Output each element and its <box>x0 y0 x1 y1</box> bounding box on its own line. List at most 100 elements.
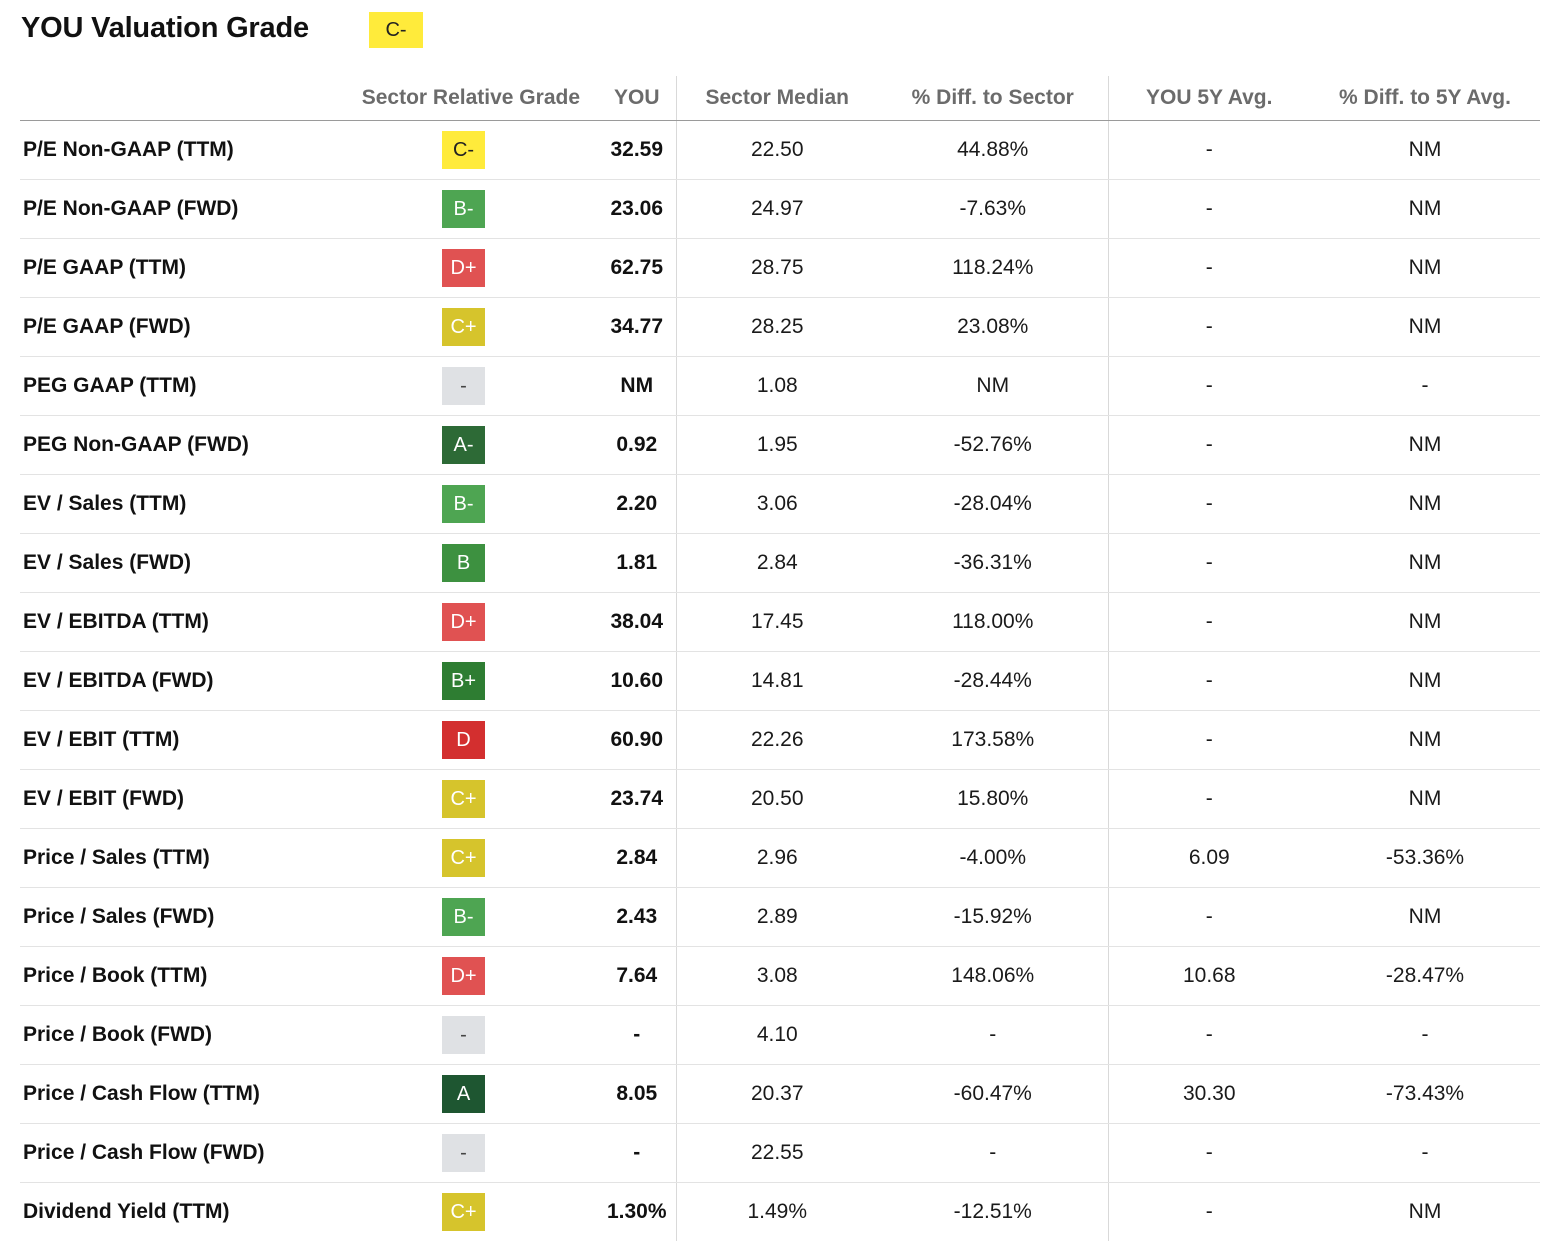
valuation-table: Sector Relative Grade YOU Sector Median … <box>20 76 1540 1241</box>
table-body: P/E Non-GAAP (TTM) C- 32.59 22.50 44.88% - NM P… <box>20 120 1540 1242</box>
sector-median-cell: 17.45 <box>676 592 878 652</box>
you-value-cell: 1.30% <box>598 1182 677 1241</box>
you-value-cell: 38.04 <box>598 592 677 652</box>
header-row: Sector Relative Grade YOU Sector Median … <box>20 76 1540 121</box>
you-value-cell: 60.90 <box>598 710 677 770</box>
grade-cell: B+ <box>288 651 598 711</box>
diff-to-sector-cell: -28.44% <box>878 651 1109 711</box>
diff-to-sector-cell: -36.31% <box>878 533 1109 593</box>
diff-to-sector-cell: -60.47% <box>878 1064 1109 1124</box>
table-row: EV / EBIT (TTM) D 60.90 22.26 173.58% - NM <box>20 710 1540 770</box>
page-title: YOU Valuation Grade <box>21 11 309 44</box>
sector-median-cell: 1.49% <box>747 1200 808 1223</box>
sector-median-cell: 1.08 <box>676 356 878 416</box>
grade-badge: D+ <box>442 249 485 287</box>
diff-to-5y-avg-cell: NM <box>1310 415 1540 475</box>
grade-badge: C+ <box>442 308 485 346</box>
diff-to-sector-cell: 23.08% <box>878 297 1109 357</box>
diff-to-sector-cell: 44.88% <box>878 120 1109 180</box>
grade-cell: D+ <box>288 238 598 298</box>
metric-cell: Dividend Yield (TTM) <box>23 1200 230 1223</box>
grade-badge: B- <box>442 898 485 936</box>
table-row: EV / EBIT (FWD) C+ 23.74 20.50 15.80% - NM <box>20 769 1540 829</box>
grade-cell: B- <box>288 474 598 534</box>
diff-to-5y-avg-cell: NM <box>1310 297 1540 357</box>
table-row: EV / EBITDA (TTM) D+ 38.04 17.45 118.00% - NM <box>20 592 1540 652</box>
grade-cell: C+ <box>288 297 598 357</box>
diff-to-5y-avg-cell: NM <box>1310 238 1540 298</box>
diff-to-5y-avg-cell: NM <box>1408 1200 1442 1223</box>
header-you: YOU <box>598 76 677 121</box>
you-value-cell: 2.43 <box>598 887 677 947</box>
diff-to-5y-avg-cell: NM <box>1310 533 1540 593</box>
sector-median-cell: 2.96 <box>676 828 878 888</box>
sector-median-cell: 22.26 <box>676 710 878 770</box>
header-you-5y-avg: YOU 5Y Avg. <box>1108 76 1310 121</box>
header-sector-median: Sector Median <box>676 76 878 121</box>
sector-median-cell: 14.81 <box>676 651 878 711</box>
diff-to-sector-cell: -15.92% <box>878 887 1109 947</box>
you-value-cell: 34.77 <box>598 297 677 357</box>
table-row: Price / Book (FWD) - -4.10- - - <box>20 1005 1540 1065</box>
metric-cell: EV / Sales (FWD) <box>20 533 288 593</box>
metric-cell: PEG Non-GAAP (FWD) <box>20 415 288 475</box>
metric-cell: EV / EBIT (FWD) <box>20 769 288 829</box>
you-5y-avg-cell: - <box>1108 651 1310 711</box>
grade-cell: D+ <box>288 946 598 1006</box>
diff-to-5y-avg-cell: NM <box>1310 887 1540 947</box>
metric-cell: P/E GAAP (TTM) <box>20 238 288 298</box>
diff-to-5y-avg-cell: NM <box>1310 474 1540 534</box>
diff-to-5y-avg-cell: NM <box>1310 592 1540 652</box>
diff-to-sector-cell: -28.04% <box>878 474 1109 534</box>
grade-badge: D+ <box>442 603 485 641</box>
diff-to-5y-avg-cell: - <box>1310 1005 1540 1065</box>
table-row: P/E Non-GAAP (FWD) B- 23.06 24.97 -7.63% - NM <box>20 179 1540 239</box>
table-row: P/E GAAP (FWD) C+ 34.77 28.25 23.08% - NM <box>20 297 1540 357</box>
diff-to-sector-cell: -7.63% <box>878 179 1109 239</box>
grade-badge: - <box>442 367 485 405</box>
grade-cell: C- <box>288 120 598 180</box>
grade-cell: A <box>288 1064 598 1124</box>
diff-to-5y-avg-cell: -53.36% <box>1310 828 1540 888</box>
grade-cell: C+ <box>288 828 598 888</box>
you-5y-avg-cell: - <box>1108 238 1310 298</box>
sector-median-cell: 3.06 <box>676 474 878 534</box>
table-row: Price / Cash Flow (FWD) - -22.55- - - <box>20 1123 1540 1183</box>
grade-badge: D <box>442 721 485 759</box>
table-row: EV / Sales (FWD) B 1.81 2.84 -36.31% - NM <box>20 533 1540 593</box>
grade-cell: - <box>288 356 598 416</box>
you-5y-avg-cell: - <box>1205 1200 1213 1223</box>
diff-to-sector-cell: -12.51% <box>878 1182 1109 1241</box>
diff-to-sector-cell: -52.76% <box>878 415 1109 475</box>
metric-cell: Price / Sales (FWD) <box>20 887 288 947</box>
metric-cell: P/E Non-GAAP (FWD) <box>20 179 288 239</box>
you-value-cell: 62.75 <box>598 238 677 298</box>
grade-badge: - <box>442 1016 485 1054</box>
grade-badge: B- <box>442 485 485 523</box>
diff-to-5y-avg-cell: -73.43% <box>1310 1064 1540 1124</box>
table-row: Price / Sales (FWD) B- 2.43 2.89 -15.92% - NM <box>20 887 1540 947</box>
table-row: PEG Non-GAAP (FWD) A- 0.92 1.95 -52.76% - NM <box>20 415 1540 475</box>
table-row: EV / Sales (TTM) B- 2.20 3.06 -28.04% - NM <box>20 474 1540 534</box>
you-value-cell: 2.20 <box>598 474 677 534</box>
you-5y-avg-cell: - <box>1108 533 1310 593</box>
grade-cell: C+ <box>288 1183 598 1242</box>
you-5y-avg-cell: - <box>1108 179 1310 239</box>
title-row: YOU Valuation Grade <box>21 8 309 48</box>
you-value-cell: NM <box>598 356 677 416</box>
you-5y-avg-cell: - <box>1108 710 1310 770</box>
diff-to-sector-cell: 118.00% <box>878 592 1109 652</box>
you-5y-avg-cell: 6.09 <box>1108 828 1310 888</box>
grade-badge: C- <box>442 131 485 169</box>
diff-to-sector-cell: 148.06% <box>878 946 1109 1006</box>
you-5y-avg-cell: 10.68 <box>1108 946 1310 1006</box>
you-value-cell: 8.05 <box>598 1064 677 1124</box>
sector-median-cell: 20.37 <box>676 1064 878 1124</box>
you-value-cell: - <box>598 1123 677 1183</box>
you-value-cell: 1.81 <box>598 533 677 593</box>
grade-badge: C+ <box>442 839 485 877</box>
table-row: P/E Non-GAAP (TTM) C- 32.59 22.50 44.88% - NM <box>20 120 1540 180</box>
diff-to-sector-cell: - <box>878 1123 1109 1183</box>
grade-badge: - <box>442 1134 485 1172</box>
you-5y-avg-cell: - <box>1108 1005 1310 1065</box>
